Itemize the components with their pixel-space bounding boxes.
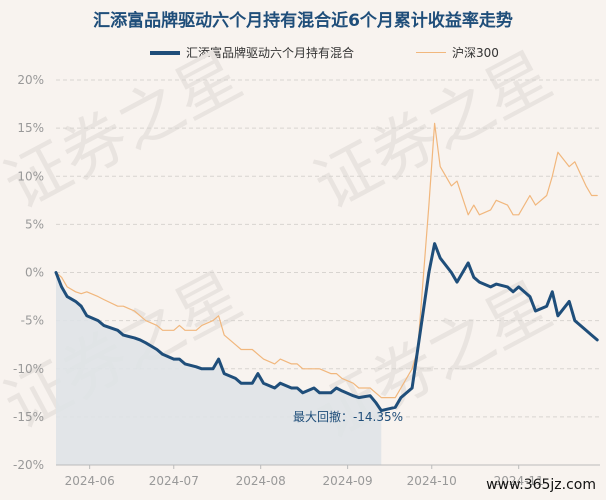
legend-swatch-fund bbox=[150, 50, 180, 55]
x-tick-label: 2024-10 bbox=[407, 474, 457, 488]
y-tick-label: 20% bbox=[17, 73, 44, 87]
watermark-text: 证券之星 bbox=[303, 39, 564, 225]
y-tick-label: -15% bbox=[13, 410, 44, 424]
legend-item-fund: 汇添富品牌驱动六个月持有混合 bbox=[150, 44, 354, 61]
y-tick-label: 15% bbox=[17, 121, 44, 135]
label-layer: 最大回撤：-14.35% bbox=[293, 409, 403, 424]
legend-label-hs300: 沪深300 bbox=[452, 46, 499, 60]
area-layer bbox=[56, 272, 382, 465]
series-line-fund bbox=[54, 242, 599, 413]
line-layer bbox=[54, 122, 599, 413]
legend-label-fund: 汇添富品牌驱动六个月持有混合 bbox=[186, 46, 355, 60]
y-tick-label: -20% bbox=[13, 458, 44, 472]
x-tick-label: 2024-09 bbox=[323, 474, 373, 488]
x-tick-label: 2024-11 bbox=[494, 474, 544, 488]
legend-swatch-hs300 bbox=[416, 52, 446, 53]
y-tick-label: -10% bbox=[13, 362, 44, 376]
x-tick-label: 2024-08 bbox=[236, 474, 286, 488]
y-tick-label: 10% bbox=[17, 169, 44, 183]
series-line-hs300 bbox=[55, 122, 598, 399]
y-tick-label: 5% bbox=[25, 217, 44, 231]
footer-watermark: www.365jz.com bbox=[486, 477, 596, 493]
legend-item-hs300: 沪深300 bbox=[416, 44, 499, 61]
drawdown-label: 最大回撤：-14.35% bbox=[293, 409, 403, 424]
y-tick-label: 0% bbox=[25, 266, 44, 280]
y-tick-label: -5% bbox=[21, 314, 44, 328]
x-tick-label: 2024-06 bbox=[65, 474, 115, 488]
legend: 汇添富品牌驱动六个月持有混合 沪深300 bbox=[0, 44, 606, 64]
axis-layer: 20% 15% 10% 5% 0% -5% -10% -15% -20% 2024-06 2024-… bbox=[13, 73, 600, 488]
drawdown-area bbox=[56, 272, 382, 465]
x-tick-label: 2024-07 bbox=[149, 474, 199, 488]
chart-title: 汇添富品牌驱动六个月持有混合近6个月累计收益率走势 bbox=[93, 11, 513, 31]
